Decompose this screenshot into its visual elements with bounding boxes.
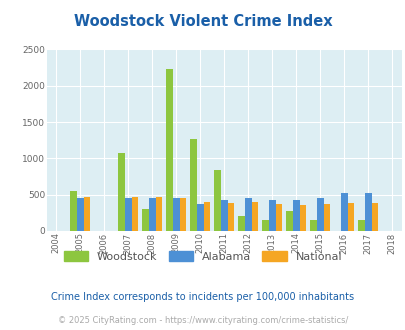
Bar	[203, 202, 210, 231]
Bar	[173, 198, 179, 231]
Bar	[196, 204, 203, 231]
Bar	[340, 192, 347, 231]
Legend: Woodstock, Alabama, National: Woodstock, Alabama, National	[59, 247, 346, 267]
Bar	[125, 198, 131, 231]
Bar	[166, 69, 173, 231]
Bar	[268, 200, 275, 231]
Bar	[251, 202, 258, 231]
Bar	[227, 203, 234, 231]
Text: Woodstock Violent Crime Index: Woodstock Violent Crime Index	[73, 14, 332, 29]
Bar	[347, 203, 354, 231]
Bar	[244, 198, 251, 231]
Bar	[364, 192, 371, 231]
Bar	[220, 200, 227, 231]
Bar	[309, 220, 316, 231]
Bar	[83, 196, 90, 231]
Bar	[214, 170, 220, 231]
Bar	[179, 198, 186, 231]
Bar	[70, 191, 77, 231]
Bar	[262, 220, 268, 231]
Bar	[118, 152, 125, 231]
Bar	[131, 196, 138, 231]
Bar	[190, 139, 196, 231]
Bar	[77, 198, 83, 231]
Bar	[155, 196, 162, 231]
Bar	[316, 198, 323, 231]
Bar	[323, 204, 330, 231]
Bar	[371, 203, 377, 231]
Text: © 2025 CityRating.com - https://www.cityrating.com/crime-statistics/: © 2025 CityRating.com - https://www.city…	[58, 316, 347, 325]
Bar	[275, 204, 282, 231]
Bar	[357, 220, 364, 231]
Bar	[142, 209, 149, 231]
Bar	[238, 216, 244, 231]
Bar	[299, 205, 306, 231]
Bar	[149, 198, 155, 231]
Text: Crime Index corresponds to incidents per 100,000 inhabitants: Crime Index corresponds to incidents per…	[51, 292, 354, 302]
Bar	[286, 212, 292, 231]
Bar	[292, 200, 299, 231]
